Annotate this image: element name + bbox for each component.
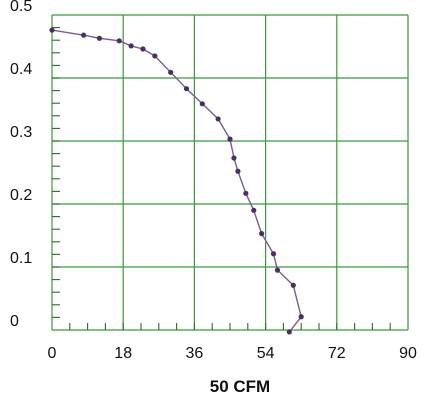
data-point	[259, 231, 265, 237]
y-tick-label: 0.5	[10, 0, 32, 15]
data-point	[96, 35, 103, 41]
y-axis-tick-labels: 0 0.1 0.2 0.3 0.4 0.5	[10, 0, 32, 330]
y-tick-label: 0	[10, 313, 19, 330]
x-tick-label: 0	[48, 345, 57, 362]
data-point	[274, 267, 281, 273]
x-tick-label: 72	[328, 345, 346, 362]
y-tick-label: 0.1	[10, 250, 32, 267]
x-axis-tick-labels: 0 18 36 54 72 90	[48, 345, 417, 362]
data-point	[286, 329, 292, 335]
data-point	[298, 314, 304, 320]
data-point	[251, 207, 257, 213]
data-point	[49, 27, 55, 33]
data-point	[215, 116, 221, 122]
data-point	[140, 46, 146, 52]
y-tick-label: 0.3	[10, 124, 32, 141]
x-tick-label: 54	[257, 345, 275, 362]
y-tick-label: 0.2	[10, 187, 32, 204]
data-point	[227, 136, 233, 142]
data-point	[270, 251, 277, 257]
x-axis-label: 50 CFM	[210, 377, 270, 396]
data-point	[183, 86, 190, 92]
data-point	[81, 32, 87, 38]
x-tick-label: 18	[114, 345, 132, 362]
data-point	[235, 168, 241, 174]
data-point	[116, 38, 122, 44]
data-point	[168, 69, 174, 75]
data-point	[243, 190, 249, 196]
series	[49, 27, 304, 335]
data-point	[199, 101, 205, 107]
series-line	[51, 29, 302, 333]
x-tick-label: 90	[399, 345, 417, 362]
grid	[51, 14, 409, 331]
x-tick-label: 36	[186, 345, 204, 362]
data-point	[128, 43, 134, 49]
data-point	[290, 282, 296, 288]
minor-ticks	[52, 27, 391, 330]
data-point	[152, 53, 158, 59]
y-tick-label: 0.4	[10, 61, 32, 78]
data-point	[231, 155, 237, 161]
